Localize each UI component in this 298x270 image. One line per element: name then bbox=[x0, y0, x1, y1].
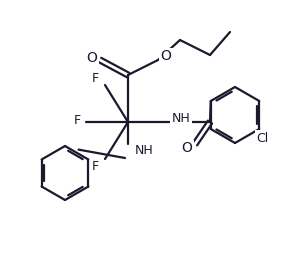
Text: F: F bbox=[73, 113, 80, 127]
Text: F: F bbox=[91, 160, 99, 173]
Text: O: O bbox=[181, 141, 193, 155]
Text: Cl: Cl bbox=[256, 131, 268, 144]
Text: NH: NH bbox=[135, 144, 153, 157]
Text: F: F bbox=[91, 72, 99, 85]
Text: NH: NH bbox=[172, 112, 190, 124]
Text: O: O bbox=[86, 51, 97, 65]
Text: O: O bbox=[161, 49, 171, 63]
